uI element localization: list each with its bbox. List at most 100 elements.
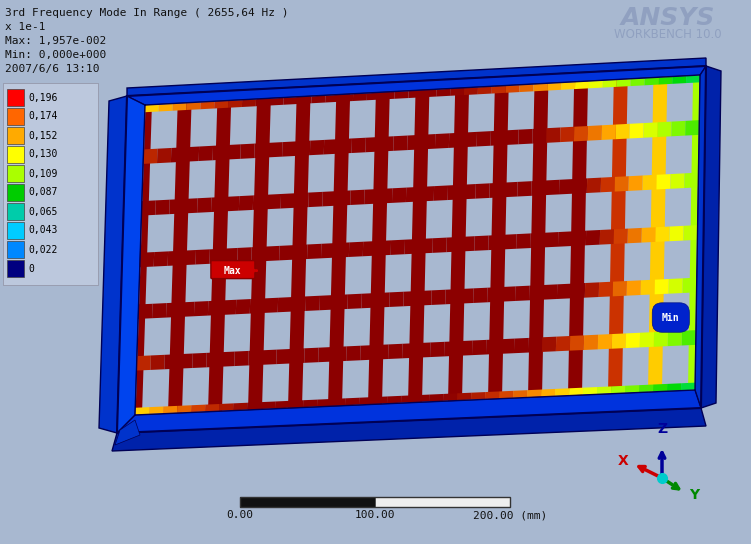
- Polygon shape: [394, 91, 409, 99]
- Polygon shape: [233, 403, 247, 410]
- Polygon shape: [211, 197, 225, 212]
- Polygon shape: [653, 384, 667, 392]
- Polygon shape: [264, 298, 278, 313]
- Polygon shape: [583, 387, 597, 395]
- Polygon shape: [253, 195, 267, 210]
- Polygon shape: [486, 339, 500, 355]
- Polygon shape: [158, 104, 173, 112]
- Polygon shape: [406, 187, 420, 202]
- Polygon shape: [488, 85, 508, 399]
- Polygon shape: [138, 304, 152, 319]
- Polygon shape: [387, 396, 401, 404]
- Polygon shape: [460, 236, 475, 251]
- Polygon shape: [477, 131, 491, 146]
- Polygon shape: [464, 88, 478, 95]
- Polygon shape: [584, 335, 598, 350]
- Polygon shape: [641, 227, 656, 243]
- Polygon shape: [518, 129, 532, 144]
- Polygon shape: [291, 296, 306, 312]
- Polygon shape: [669, 226, 683, 241]
- Polygon shape: [135, 407, 149, 415]
- Polygon shape: [531, 181, 545, 196]
- Polygon shape: [514, 338, 528, 353]
- Polygon shape: [421, 134, 436, 150]
- Polygon shape: [585, 282, 599, 298]
- Text: X: X: [617, 454, 629, 468]
- Polygon shape: [528, 337, 542, 353]
- Polygon shape: [422, 90, 436, 97]
- Polygon shape: [378, 188, 392, 203]
- Polygon shape: [127, 66, 706, 105]
- Polygon shape: [391, 240, 405, 255]
- Polygon shape: [688, 75, 699, 390]
- Polygon shape: [515, 286, 529, 301]
- Polygon shape: [631, 78, 644, 86]
- Polygon shape: [237, 247, 252, 262]
- Polygon shape: [353, 94, 367, 101]
- Polygon shape: [656, 174, 671, 189]
- Polygon shape: [500, 338, 514, 354]
- Polygon shape: [416, 343, 430, 358]
- Polygon shape: [499, 391, 513, 398]
- Polygon shape: [403, 291, 418, 306]
- Polygon shape: [505, 129, 519, 145]
- Polygon shape: [644, 78, 659, 85]
- Polygon shape: [195, 249, 210, 264]
- Text: Z: Z: [657, 422, 667, 436]
- Polygon shape: [183, 198, 198, 213]
- Polygon shape: [279, 245, 294, 261]
- Polygon shape: [445, 289, 460, 304]
- Polygon shape: [390, 292, 404, 307]
- Polygon shape: [644, 122, 658, 138]
- Polygon shape: [179, 354, 193, 369]
- Polygon shape: [407, 135, 421, 150]
- Polygon shape: [222, 300, 237, 315]
- Polygon shape: [360, 345, 375, 360]
- Polygon shape: [600, 229, 614, 245]
- Polygon shape: [250, 299, 264, 313]
- Polygon shape: [431, 290, 445, 305]
- Polygon shape: [177, 405, 192, 413]
- Polygon shape: [350, 190, 364, 205]
- Polygon shape: [255, 143, 269, 158]
- Polygon shape: [444, 341, 458, 356]
- Polygon shape: [346, 346, 360, 361]
- Polygon shape: [429, 394, 443, 401]
- Polygon shape: [546, 127, 560, 143]
- Polygon shape: [601, 177, 615, 192]
- Polygon shape: [701, 66, 721, 408]
- Polygon shape: [684, 172, 698, 188]
- Polygon shape: [379, 136, 394, 152]
- Polygon shape: [374, 344, 388, 360]
- Polygon shape: [617, 79, 631, 87]
- Polygon shape: [166, 302, 180, 318]
- Polygon shape: [435, 133, 449, 149]
- Polygon shape: [249, 350, 263, 366]
- Polygon shape: [682, 330, 696, 345]
- Polygon shape: [574, 126, 588, 141]
- Text: 0.00: 0.00: [227, 510, 254, 520]
- Polygon shape: [569, 388, 583, 395]
- Polygon shape: [573, 178, 587, 194]
- Polygon shape: [290, 348, 305, 363]
- Polygon shape: [117, 390, 701, 433]
- Polygon shape: [213, 145, 227, 160]
- Polygon shape: [373, 397, 388, 404]
- Polygon shape: [436, 89, 451, 96]
- Polygon shape: [180, 302, 195, 317]
- Polygon shape: [310, 140, 324, 155]
- Polygon shape: [248, 98, 271, 410]
- Polygon shape: [575, 81, 589, 89]
- Polygon shape: [629, 123, 644, 139]
- Polygon shape: [234, 351, 249, 366]
- Text: 3rd Frequency Mode In Range ( 2655,64 Hz ): 3rd Frequency Mode In Range ( 2655,64 Hz…: [5, 8, 288, 18]
- Polygon shape: [603, 80, 617, 88]
- Text: 0,174: 0,174: [28, 112, 57, 121]
- Polygon shape: [490, 183, 504, 198]
- Polygon shape: [152, 303, 167, 318]
- Polygon shape: [247, 402, 261, 410]
- Polygon shape: [473, 288, 487, 303]
- Polygon shape: [318, 347, 333, 362]
- Bar: [7, 241, 24, 258]
- Polygon shape: [303, 400, 317, 407]
